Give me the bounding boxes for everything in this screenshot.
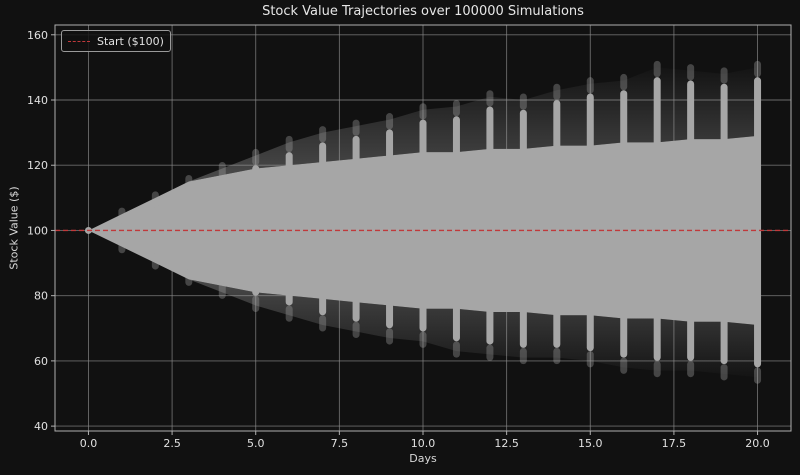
- svg-text:15.0: 15.0: [578, 437, 603, 450]
- legend: Start ($100): [61, 30, 171, 52]
- svg-text:0.0: 0.0: [80, 437, 98, 450]
- svg-text:17.5: 17.5: [662, 437, 687, 450]
- svg-text:40: 40: [34, 420, 48, 433]
- x-axis-label: Days: [409, 452, 437, 465]
- svg-text:12.5: 12.5: [494, 437, 519, 450]
- y-axis-label: Stock Value ($): [7, 186, 21, 270]
- trajectories: [84, 60, 762, 384]
- svg-text:20.0: 20.0: [745, 437, 770, 450]
- tick-labels: 0.0 2.5 5.0 7.5 10.0 12.5 15.0 17.5 20.0 40 60 80 10…: [27, 29, 770, 450]
- svg-text:10.0: 10.0: [411, 437, 436, 450]
- svg-text:60: 60: [34, 355, 48, 368]
- dashed-line-icon: [68, 40, 90, 42]
- legend-label: Start ($100): [97, 34, 164, 48]
- svg-text:140: 140: [27, 94, 48, 107]
- svg-text:160: 160: [27, 29, 48, 42]
- svg-text:120: 120: [27, 159, 48, 172]
- svg-text:100: 100: [27, 224, 48, 237]
- svg-text:80: 80: [34, 290, 48, 303]
- chart-title: Stock Value Trajectories over 100000 Sim…: [262, 4, 584, 19]
- svg-text:5.0: 5.0: [247, 437, 265, 450]
- svg-text:7.5: 7.5: [331, 437, 349, 450]
- svg-text:2.5: 2.5: [163, 437, 181, 450]
